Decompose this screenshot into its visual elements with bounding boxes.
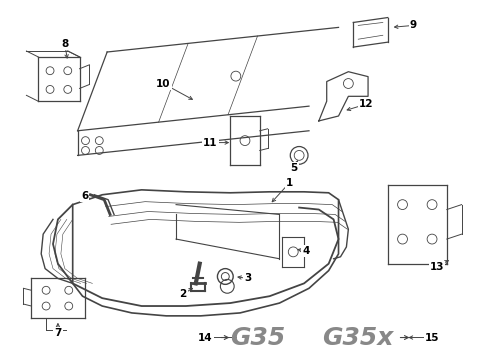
Text: 2: 2 [179, 289, 186, 299]
Text: 10: 10 [156, 78, 170, 89]
Text: 5: 5 [290, 163, 297, 173]
Text: 3: 3 [244, 274, 251, 283]
Text: 14: 14 [198, 333, 212, 342]
Text: 9: 9 [409, 21, 416, 31]
Text: 4: 4 [302, 246, 309, 256]
Text: 8: 8 [61, 39, 68, 49]
Text: 11: 11 [203, 138, 217, 148]
Text: 1: 1 [285, 178, 292, 188]
Text: 12: 12 [358, 99, 372, 109]
Text: 15: 15 [424, 333, 438, 342]
Text: 13: 13 [429, 262, 443, 272]
Text: G35: G35 [230, 325, 285, 350]
Text: G35x: G35x [322, 325, 393, 350]
Text: 6: 6 [81, 191, 88, 201]
Text: 7: 7 [54, 328, 61, 338]
